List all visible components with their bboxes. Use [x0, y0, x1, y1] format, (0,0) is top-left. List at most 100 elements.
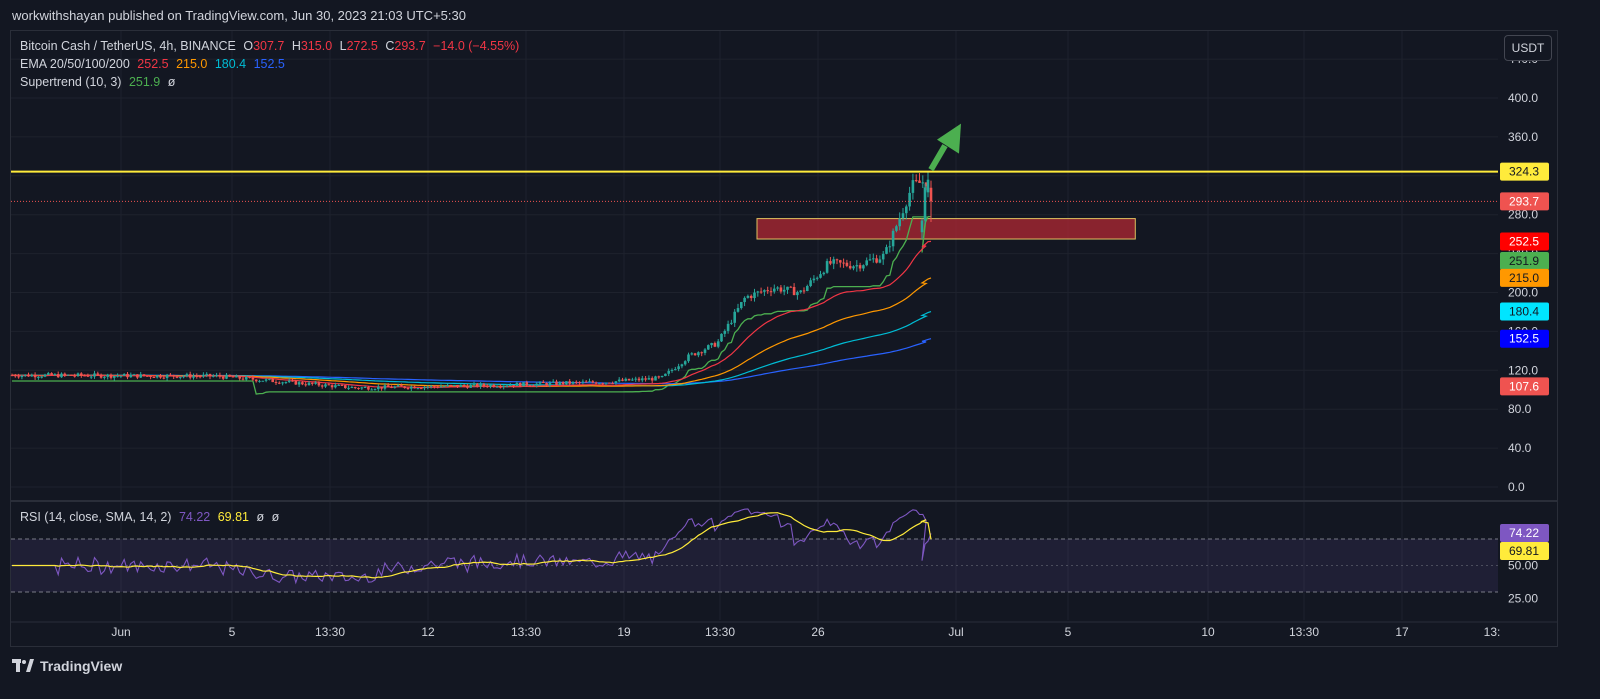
- candle-body[interactable]: [855, 265, 859, 267]
- candle-body[interactable]: [631, 379, 634, 381]
- candle-body[interactable]: [677, 366, 680, 370]
- candle-body[interactable]: [66, 374, 70, 376]
- candle-body[interactable]: [499, 386, 502, 388]
- candle-body[interactable]: [848, 265, 852, 269]
- candle-body[interactable]: [815, 277, 819, 279]
- candle-body[interactable]: [307, 382, 311, 386]
- candle-body[interactable]: [261, 380, 265, 382]
- candle-body[interactable]: [575, 381, 578, 383]
- candle-body[interactable]: [921, 182, 925, 184]
- candle-body[interactable]: [687, 354, 690, 362]
- candle-body[interactable]: [769, 291, 773, 293]
- candle-body[interactable]: [466, 385, 469, 388]
- candle-body[interactable]: [598, 383, 601, 385]
- candle-body[interactable]: [839, 260, 842, 263]
- candle-body[interactable]: [56, 374, 60, 378]
- candle-body[interactable]: [30, 374, 34, 377]
- candle-body[interactable]: [47, 373, 50, 375]
- candle-body[interactable]: [611, 383, 614, 385]
- candle-body[interactable]: [245, 376, 248, 380]
- candle-body[interactable]: [862, 265, 865, 269]
- candle-body[interactable]: [390, 386, 393, 388]
- candle-body[interactable]: [281, 382, 284, 384]
- rsi-line[interactable]: [12, 508, 932, 585]
- candle-body[interactable]: [789, 286, 793, 288]
- candle-body[interactable]: [400, 385, 403, 387]
- candle-body[interactable]: [23, 374, 27, 376]
- candle-body[interactable]: [426, 386, 430, 388]
- candle-body[interactable]: [693, 353, 697, 356]
- candle-body[interactable]: [617, 379, 621, 382]
- candle-body[interactable]: [208, 373, 212, 377]
- candle-body[interactable]: [106, 374, 109, 377]
- candle-body[interactable]: [707, 345, 710, 350]
- candle-body[interactable]: [370, 389, 373, 391]
- candle-body[interactable]: [888, 246, 892, 248]
- candle-body[interactable]: [423, 386, 426, 389]
- candle-body[interactable]: [169, 374, 172, 376]
- candle-body[interactable]: [891, 230, 895, 247]
- candle-body[interactable]: [920, 220, 924, 233]
- candle-body[interactable]: [446, 385, 449, 387]
- candle-body[interactable]: [660, 375, 664, 378]
- candle-body[interactable]: [93, 373, 96, 377]
- candle-body[interactable]: [228, 374, 232, 377]
- candle-body[interactable]: [657, 376, 661, 378]
- candle-body[interactable]: [865, 260, 868, 266]
- candle-body[interactable]: [439, 386, 443, 388]
- candle-body[interactable]: [690, 353, 694, 355]
- candle-body[interactable]: [538, 381, 542, 384]
- candle-body[interactable]: [555, 381, 558, 385]
- candle-body[interactable]: [344, 385, 347, 388]
- candle-body[interactable]: [476, 383, 479, 387]
- candle-body[interactable]: [50, 373, 53, 376]
- candle-body[interactable]: [736, 308, 740, 312]
- candle-body[interactable]: [627, 378, 631, 381]
- candle-body[interactable]: [683, 361, 687, 365]
- candle-body[interactable]: [512, 385, 515, 387]
- candle-body[interactable]: [551, 381, 555, 383]
- candle-body[interactable]: [40, 376, 43, 378]
- candle-body[interactable]: [324, 384, 327, 387]
- candle-body[interactable]: [561, 382, 565, 385]
- candle-body[interactable]: [469, 384, 472, 388]
- candle-body[interactable]: [80, 373, 83, 376]
- supertrend-label[interactable]: Supertrend (10, 3): [20, 75, 122, 89]
- candle-body[interactable]: [373, 389, 377, 391]
- candle-body[interactable]: [868, 259, 872, 261]
- candle-body[interactable]: [231, 376, 235, 378]
- candle-body[interactable]: [782, 289, 786, 292]
- candle-body[interactable]: [159, 375, 162, 378]
- candle-body[interactable]: [185, 374, 189, 377]
- candle-body[interactable]: [83, 375, 86, 377]
- candle-body[interactable]: [221, 376, 225, 379]
- candle-body[interactable]: [588, 381, 591, 383]
- candle-body[interactable]: [641, 378, 644, 381]
- candle-body[interactable]: [482, 383, 486, 386]
- candle-body[interactable]: [89, 376, 93, 378]
- candle-body[interactable]: [179, 376, 182, 378]
- candle-body[interactable]: [17, 376, 20, 378]
- candle-body[interactable]: [76, 373, 80, 376]
- candle-body[interactable]: [410, 386, 413, 389]
- candle-body[interactable]: [86, 375, 90, 377]
- candle-body[interactable]: [492, 384, 496, 387]
- candle-body[interactable]: [149, 375, 152, 378]
- candle-body[interactable]: [914, 180, 918, 182]
- candle-body[interactable]: [152, 377, 156, 379]
- candle-body[interactable]: [911, 180, 915, 193]
- candle-body[interactable]: [113, 375, 116, 378]
- candle-body[interactable]: [264, 379, 268, 381]
- candle-body[interactable]: [429, 385, 433, 387]
- candle-body[interactable]: [182, 376, 185, 378]
- ema-label[interactable]: EMA 20/50/100/200: [20, 57, 130, 71]
- candle-body[interactable]: [271, 378, 274, 383]
- supertrend-line[interactable]: [12, 215, 931, 395]
- candle-body[interactable]: [542, 381, 545, 384]
- candle-body[interactable]: [591, 381, 595, 383]
- candle-body[interactable]: [320, 385, 324, 387]
- symbol-title[interactable]: Bitcoin Cash / TetherUS, 4h, BINANCE: [20, 39, 236, 53]
- candle-body[interactable]: [829, 261, 832, 264]
- candle-body[interactable]: [776, 287, 779, 289]
- candle-body[interactable]: [258, 380, 261, 382]
